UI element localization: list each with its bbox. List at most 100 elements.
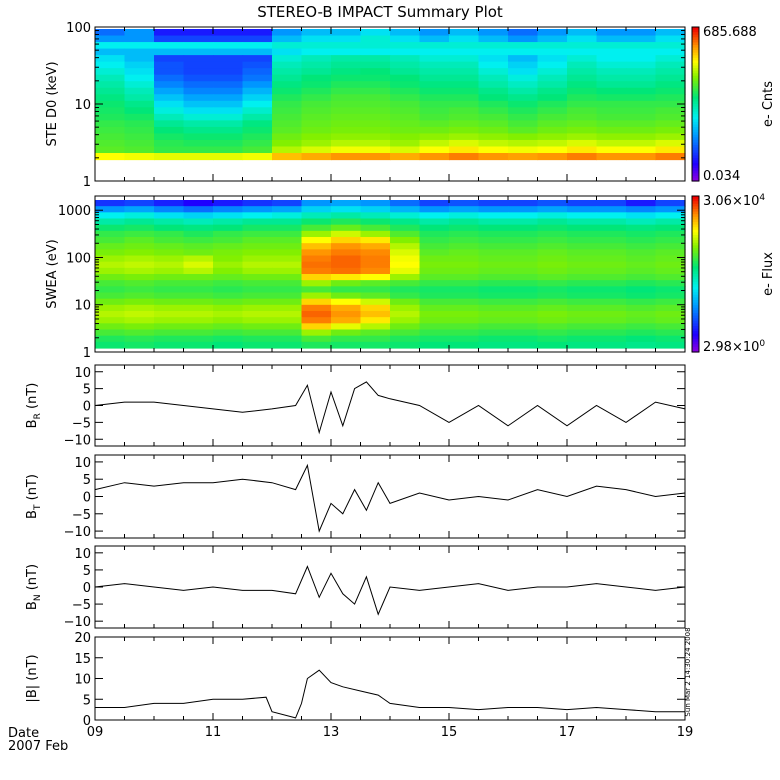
heatmap-cell [537,87,568,95]
heatmap-cell [626,237,657,244]
heatmap-cell [213,323,244,331]
heatmap-cell [626,317,657,324]
heatmap-cell [154,87,185,95]
heatmap-cell [213,249,244,257]
colorbar-min: 2.98×100 [703,339,765,355]
colorbar-segment [692,155,699,159]
heatmap-cell [655,153,686,161]
heatmap-cell [213,133,244,141]
heatmap-cell [567,329,598,337]
heatmap-cell [655,261,686,269]
heatmap-cell [360,329,391,337]
heatmap-cell [508,107,539,115]
heatmap-cell [596,48,627,56]
heatmap-cell [331,218,362,226]
heatmap-cell [301,139,332,148]
heatmap-cell [95,280,126,287]
heatmap-cell [242,224,273,232]
heatmap-cell [301,261,332,269]
heatmap-cell [626,243,657,250]
heatmap-cell [596,94,627,102]
heatmap-cell [419,323,450,331]
heatmap-cell [626,107,657,115]
heatmap-cell [331,323,362,331]
colorbar-segment [692,206,699,210]
colorbar-segment [692,52,699,56]
heatmap-cell [390,218,421,226]
heatmap-cell [419,133,450,141]
colorbar-segment [692,341,699,345]
heatmap-cell [95,55,126,63]
heatmap-cell [95,146,126,154]
colorbar-max: 685.688 [703,25,757,40]
heatmap-cell [449,48,480,56]
heatmap-cell [272,35,303,43]
colorbar-segment [692,201,699,205]
heatmap-cell [596,286,627,294]
heatmap-cell [213,42,244,50]
heatmap-cell [331,200,362,207]
heatmap-cell [301,113,332,121]
heatmap-cell [95,237,126,244]
heatmap-cell [390,341,421,349]
heatmap-cell [655,94,686,102]
heatmap-cell [301,255,332,263]
heatmap-cell [390,100,421,108]
heatmap-cell [154,113,185,121]
heatmap-cell [390,87,421,95]
heatmap-cell [272,212,303,220]
heatmap-cell [272,146,303,154]
heatmap-cell [419,261,450,269]
y-axis-label: BR (nT) [25,383,43,429]
heatmap-cell [419,311,450,318]
heatmap-cell [567,280,598,287]
heatmap-cell [655,120,686,128]
heatmap-cell [419,200,450,207]
heatmap-cell [95,61,126,69]
heatmap-cell [537,267,568,275]
heatmap-cell [183,146,214,154]
heatmap-cell [183,280,214,287]
heatmap-cell [449,304,480,312]
heatmap-cell [508,200,539,207]
heatmap-cell [301,107,332,115]
heatmap-cell [242,304,273,312]
heatmap-cell [419,292,450,300]
colorbar-segment [692,255,699,259]
heatmap-cell [596,335,627,343]
heatmap-cell [360,230,391,238]
heatmap-cell [626,61,657,69]
heatmap-cell [272,113,303,121]
heatmap-cell [596,212,627,220]
heatmap-cell [626,292,657,300]
heatmap-cell [419,224,450,232]
heatmap-cell [183,29,214,37]
heatmap-cell [390,298,421,306]
heatmap-cell [360,274,391,281]
heatmap-cell [478,341,509,349]
heatmap-cell [272,274,303,281]
heatmap-cell [596,243,627,250]
heatmap-cell [449,286,480,294]
heatmap-cell [626,146,657,154]
heatmap-cell [154,323,185,331]
y-tick-label: −5 [72,598,91,613]
heatmap-cell [508,286,539,294]
colorbar-segment [692,307,699,311]
heatmap-cell [626,230,657,238]
heatmap-cell [567,133,598,141]
heatmap-cell [508,274,539,281]
heatmap-cell [419,87,450,95]
heatmap-cell [567,68,598,76]
heatmap-cell [183,200,214,207]
heatmap-cell [331,249,362,257]
heatmap-cell [596,311,627,318]
heatmap-cell [242,35,273,43]
heatmap-cell [567,81,598,89]
heatmap-cell [272,341,303,349]
heatmap-cell [596,341,627,349]
heatmap-cell [478,206,509,213]
heatmap-cell [331,286,362,294]
heatmap-cell [655,323,686,331]
